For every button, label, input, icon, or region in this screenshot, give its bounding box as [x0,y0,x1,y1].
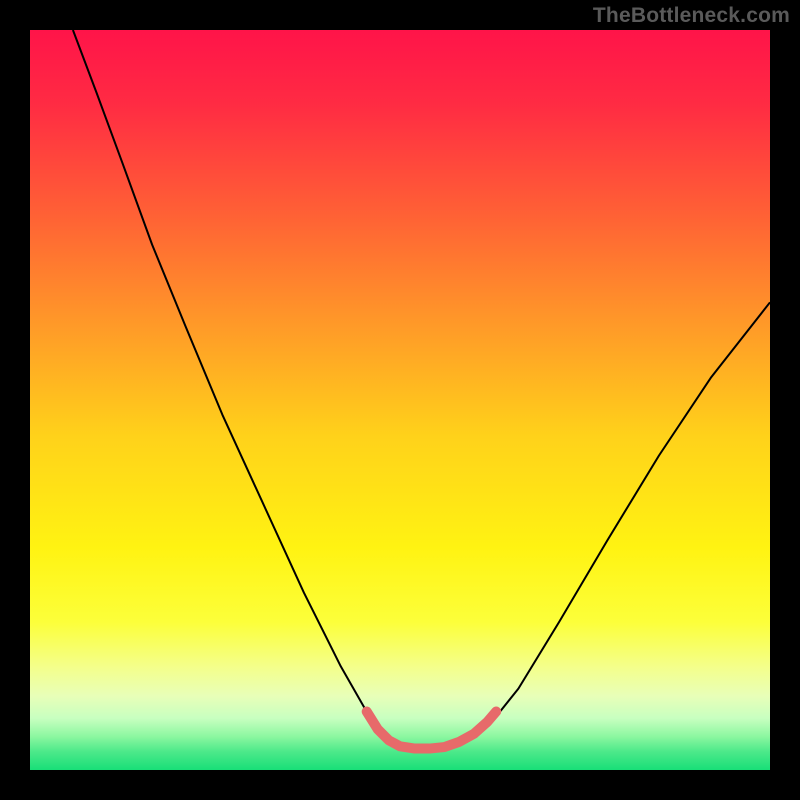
bottleneck-curve [0,0,800,800]
optimal-zone-marker [367,712,497,749]
chart-container: TheBottleneck.com [0,0,800,800]
watermark-text: TheBottleneck.com [593,4,790,28]
main-curve-path [73,30,770,748]
